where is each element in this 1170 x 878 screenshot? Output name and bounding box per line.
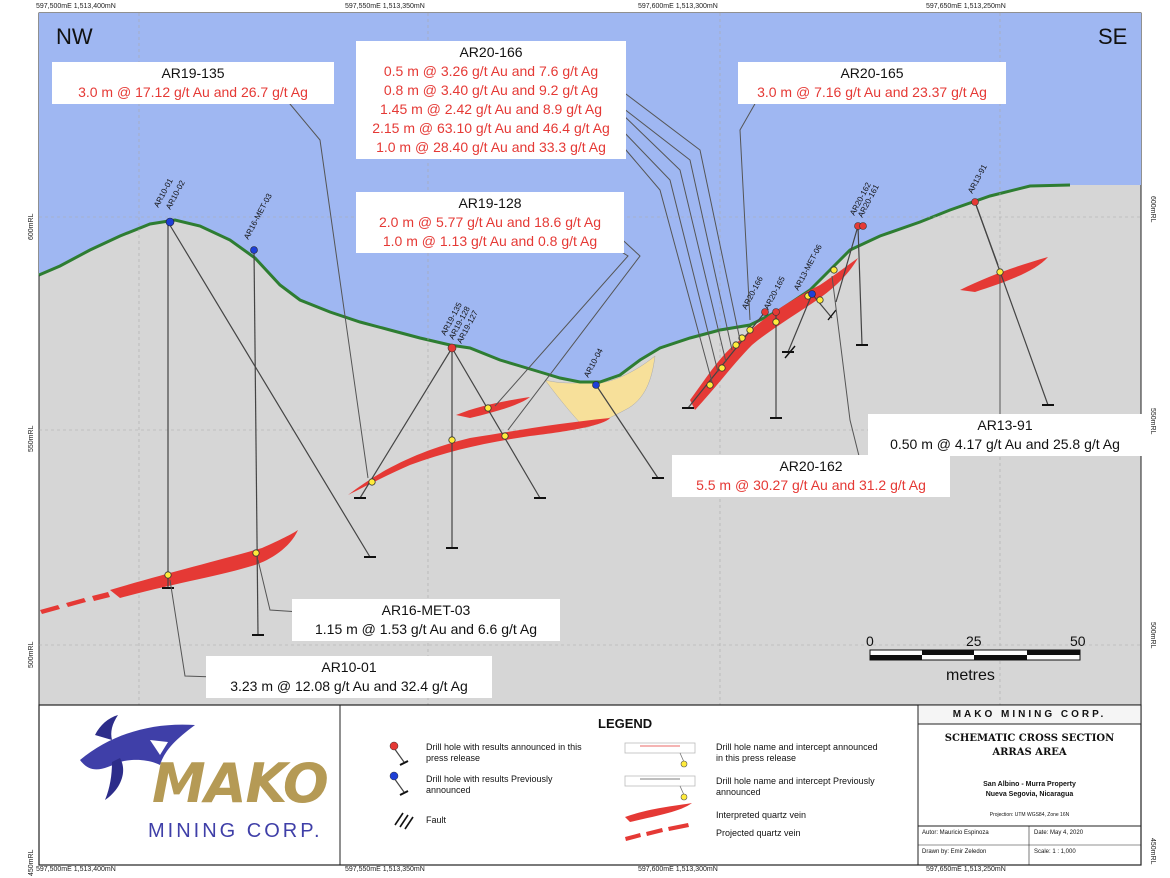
- intercept-text: 3.0 m @ 7.16 g/t Au and 23.37 g/t Ag: [757, 84, 987, 100]
- title-block-scale: Scale: 1 : 1,000: [1034, 849, 1076, 855]
- scale-tick-0: 0: [866, 633, 874, 649]
- scale-tick-50: 50: [1070, 633, 1086, 649]
- left-rl-450: 450mRL: [28, 849, 35, 876]
- bottom-tick-2: 597,550mE 1,513,350mN: [345, 866, 425, 873]
- legend-item-name-new: Drill hole name and intercept announced …: [716, 742, 878, 763]
- callout-name: AR20-162: [779, 458, 843, 474]
- logo-subtitle: MINING CORP.: [148, 820, 323, 842]
- callout-ar19-135: AR19-135 3.0 m @ 17.12 g/t Au and 26.7 g…: [52, 62, 334, 104]
- title-block-date: Date: May 4, 2020: [1034, 830, 1084, 836]
- vein-far-right: [960, 257, 1048, 292]
- title-block-property: San Albino - Murra Property: [983, 781, 1076, 788]
- callout-ar19-128: AR19-128 2.0 m @ 5.77 g/t Au and 18.6 g/…: [356, 192, 624, 253]
- bottom-tick-4: 597,650mE 1,513,250mN: [926, 866, 1006, 873]
- title-block-location: Nueva Segovia, Nicaragua: [985, 791, 1074, 798]
- projected-vein-lower: [40, 592, 110, 614]
- scale-unit: metres: [946, 667, 995, 684]
- collar-new: [447, 198, 979, 353]
- right-rl-450: 450mRL: [1149, 838, 1156, 865]
- callout-name: AR13-91: [977, 417, 1033, 433]
- topography-line: [38, 183, 1071, 384]
- legend-item-name-previous: Drill hole name and intercept Previously…: [716, 776, 875, 797]
- bottom-tick-1: 597,500mE 1,513,400mN: [36, 866, 116, 873]
- legend-item-new-hole: Drill hole with results announced in thi…: [426, 742, 582, 763]
- callout-ar13-91: AR13-91 0.50 m @ 4.17 g/t Au and 25.8 g/…: [868, 414, 1142, 456]
- left-rl-500: 500mRL: [28, 641, 35, 668]
- bottom-tick-3: 597,600mE 1,513,300mN: [638, 866, 718, 873]
- right-rl-600: 600mRL: [1149, 196, 1156, 223]
- title-block-title-1: SCHEMATIC CROSS SECTION: [944, 733, 1115, 744]
- direction-se: SE: [1098, 24, 1128, 49]
- intercept-text: 3.0 m @ 17.12 g/t Au and 26.7 g/t Ag: [78, 84, 308, 100]
- vein-small: [456, 397, 530, 418]
- fault-symbols: [784, 309, 837, 359]
- title-block-company: MAKO MINING CORP.: [952, 709, 1107, 720]
- legend-item-projected-vein: Projected quartz vein: [716, 828, 801, 838]
- vein-lower: [110, 530, 298, 598]
- callout-name: AR16-MET-03: [381, 602, 471, 618]
- intercept-text: 1.15 m @ 1.53 g/t Au and 6.6 g/t Ag: [314, 621, 538, 637]
- top-tick-4: 597,650mE 1,513,250mN: [926, 3, 1006, 10]
- title-block-projection: Projection: UTM WGS84, Zone 16N: [989, 812, 1070, 818]
- quartz-veins: [40, 257, 1048, 614]
- intercept-text: 3.23 m @ 12.08 g/t Au and 32.4 g/t Ag: [230, 678, 468, 694]
- legend-title: LEGEND: [598, 716, 653, 731]
- callout-ar10-01: AR10-01 3.23 m @ 12.08 g/t Au and 32.4 g…: [206, 656, 492, 698]
- intercept-text: 0.5 m @ 3.26 g/t Au and 7.6 g/t Ag: [383, 63, 599, 79]
- callout-name: AR20-166: [459, 44, 523, 60]
- direction-nw: NW: [56, 24, 93, 49]
- intercept-text: 0.50 m @ 4.17 g/t Au and 25.8 g/t Ag: [890, 436, 1120, 452]
- top-tick-3: 597,600mE 1,513,300mN: [638, 3, 718, 10]
- callout-name: AR10-01: [321, 659, 377, 675]
- intercept-text: 1.45 m @ 2.42 g/t Au and 8.9 g/t Ag: [379, 101, 603, 117]
- scale-tick-25: 25: [966, 633, 982, 649]
- intercept-text: 2.0 m @ 5.77 g/t Au and 18.6 g/t Ag: [378, 214, 602, 230]
- callout-leaders: [169, 81, 1001, 678]
- drill-holes: [167, 201, 1049, 636]
- callout-ar16-met-03: AR16-MET-03 1.15 m @ 1.53 g/t Au and 6.6…: [292, 599, 560, 641]
- right-rl-500: 500mRL: [1149, 622, 1156, 649]
- callout-ar20-166: AR20-166 0.5 m @ 3.26 g/t Au and 7.6 g/t…: [356, 41, 626, 159]
- top-tick-1: 597,500mE 1,513,400mN: [36, 3, 116, 10]
- collar-previous: [165, 217, 816, 389]
- legend-item-previous-hole: Drill hole with results Previously annou…: [426, 774, 553, 795]
- callout-ar20-162: AR20-162 5.5 m @ 30.27 g/t Au and 31.2 g…: [672, 455, 950, 497]
- logo-wordmark: MAKO: [152, 752, 329, 815]
- legend-symbols: [389, 741, 696, 841]
- intercept-text: 0.8 m @ 3.40 g/t Au and 9.2 g/t Ag: [383, 82, 599, 98]
- vein-right: [690, 258, 858, 410]
- scale-bar-graphic: [869, 649, 1081, 661]
- intercept-text: 2.15 m @ 63.10 g/t Au and 46.4 g/t Ag: [372, 120, 610, 136]
- callout-name: AR19-135: [161, 65, 225, 81]
- intercept-text: 5.5 m @ 30.27 g/t Au and 31.2 g/t Ag: [696, 477, 926, 493]
- callout-name: AR20-165: [840, 65, 904, 81]
- intercept-text: 1.0 m @ 28.40 g/t Au and 33.3 g/t Ag: [376, 139, 606, 155]
- title-block-title-2: ARRAS AREA: [992, 747, 1067, 758]
- legend-item-fault: Fault: [426, 815, 447, 825]
- right-rl-550: 550mRL: [1149, 408, 1156, 435]
- left-rl-600: 600mRL: [28, 213, 35, 240]
- title-block-author: Autor: Mauricio Espinoza: [922, 830, 989, 836]
- left-rl-550: 550mRL: [28, 425, 35, 452]
- title-block-drawn: Drawn by: Emir Zeledon: [922, 849, 987, 855]
- vein-middle: [348, 418, 610, 495]
- intercept-points: [164, 266, 1004, 579]
- top-tick-2: 597,550mE 1,513,350mN: [345, 3, 425, 10]
- mako-shark-logo: [80, 715, 195, 800]
- intercept-text: 1.0 m @ 1.13 g/t Au and 0.8 g/t Ag: [382, 233, 598, 249]
- hole-end-markers: [162, 344, 1054, 636]
- legend-item-interpreted-vein: Interpreted quartz vein: [716, 810, 807, 820]
- callout-ar20-165: AR20-165 3.0 m @ 7.16 g/t Au and 23.37 g…: [738, 62, 1006, 104]
- callout-name: AR19-128: [458, 195, 522, 211]
